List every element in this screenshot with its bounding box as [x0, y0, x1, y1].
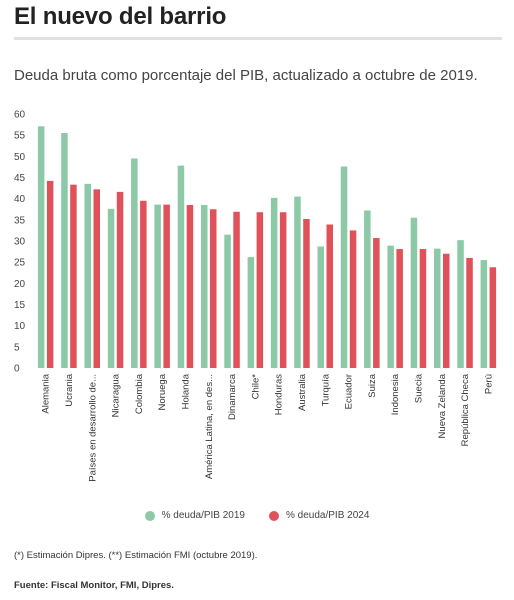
y-tick-label: 30	[14, 237, 26, 248]
bar-2024	[140, 200, 147, 368]
bar-2024	[303, 218, 310, 368]
legend-label-2024: % deuda/PIB 2024	[286, 510, 370, 521]
bar-2019	[340, 166, 348, 368]
bar-2019	[247, 257, 255, 368]
bar-2019	[387, 245, 394, 368]
x-tick-label: Alemania	[41, 373, 52, 413]
footnote: (*) Estimación Dipres. (**) Estimación F…	[14, 550, 258, 561]
bar-2019	[457, 240, 464, 368]
bar-2024	[116, 191, 124, 368]
legend-dot-2019	[144, 510, 155, 521]
bar-2019	[224, 234, 231, 368]
y-tick-label: 5	[14, 342, 20, 353]
source-note: Fuente: Fiscal Monitor, FMI, Dipres.	[14, 580, 174, 591]
x-tick-label: Suiza	[367, 373, 378, 397]
x-tick-label: Nueva Zelanda	[437, 373, 448, 438]
bar-2024	[186, 205, 194, 368]
y-tick-label: 45	[14, 173, 26, 184]
x-tick-label: Ucrania	[64, 373, 75, 406]
x-tick-label: Turquía	[320, 373, 331, 406]
y-tick-label: 0	[14, 364, 20, 375]
bar-2019	[107, 208, 115, 368]
x-tick-label: Dinamarca	[227, 373, 238, 420]
x-tick-label: Australia	[297, 373, 308, 411]
x-tick-label: Países en desarrollo de...	[87, 374, 98, 482]
x-tick-label: América Latina, en des...	[204, 374, 215, 479]
y-tick-label: 35	[14, 215, 26, 226]
bar-2024	[326, 224, 333, 368]
bar-2019	[131, 158, 138, 368]
bar-2024	[93, 189, 100, 368]
x-tick-label: Nicaragua	[111, 373, 122, 417]
bar-2019	[434, 248, 441, 368]
bar-2024	[46, 180, 54, 368]
legend: % deuda/PIB 2019 % deuda/PIB 2024	[0, 510, 514, 521]
y-tick-label: 15	[14, 300, 26, 311]
y-tick-label: 50	[14, 152, 26, 163]
bar-2024	[443, 253, 450, 368]
bar-2024	[233, 211, 240, 368]
y-tick-label: 60	[14, 110, 26, 121]
bar-2019	[154, 204, 161, 368]
x-tick-label: Holanda	[180, 373, 191, 409]
bar-2019	[294, 196, 301, 368]
x-tick-label: República Checa	[460, 373, 471, 446]
bar-2024	[373, 238, 380, 368]
bar-2019	[270, 197, 278, 368]
bar-2019	[177, 165, 185, 368]
bar-2024	[466, 257, 473, 368]
chart-subtitle: Deuda bruta como porcentaje del PIB, act…	[14, 67, 478, 84]
bar-2019	[201, 205, 208, 368]
y-tick-label: 40	[14, 194, 26, 205]
y-tick-label: 10	[14, 321, 26, 332]
x-tick-label: Suecia	[413, 373, 424, 403]
x-tick-label: Chile*	[250, 374, 261, 400]
bar-2024	[419, 249, 427, 368]
bar-2024	[489, 267, 497, 368]
x-tick-label: Ecuador	[344, 374, 355, 409]
bar-2024	[256, 212, 264, 368]
bar-2024	[163, 204, 170, 368]
x-tick-label: Perú	[483, 374, 494, 394]
title-divider	[14, 37, 502, 40]
bar-2024	[70, 184, 77, 368]
legend-item-2024[interactable]: % deuda/PIB 2024	[269, 510, 369, 521]
legend-item-2019[interactable]: % deuda/PIB 2019	[144, 510, 245, 521]
x-tick-label: Honduras	[274, 374, 285, 415]
bar-2019	[37, 126, 45, 368]
bar-2024	[349, 230, 357, 368]
bar-2019	[317, 246, 324, 368]
bar-2019	[410, 217, 418, 368]
bar-2024	[210, 209, 217, 368]
bar-2019	[61, 133, 68, 368]
bar-2024	[279, 212, 287, 368]
bar-chart: 0 5 10 15 20 25 30 35 40 45 50 55 60 Alemania Ucrania P…	[14, 110, 497, 482]
legend-label-2019: % deuda/PIB 2019	[161, 510, 245, 521]
bar-2019	[480, 260, 488, 368]
y-tick-label: 25	[14, 258, 26, 269]
bar-2019	[84, 183, 91, 368]
chart-title: El nuevo del barrio	[14, 3, 227, 30]
bar-2019	[364, 210, 371, 368]
x-tick-label: Noruega	[157, 373, 168, 410]
x-tick-label: Colombia	[134, 373, 145, 414]
y-tick-label: 20	[14, 279, 26, 290]
bar-2024	[396, 249, 403, 368]
x-tick-label: Indonesia	[390, 373, 401, 415]
legend-dot-2024	[269, 510, 279, 521]
y-tick-label: 55	[14, 131, 26, 142]
